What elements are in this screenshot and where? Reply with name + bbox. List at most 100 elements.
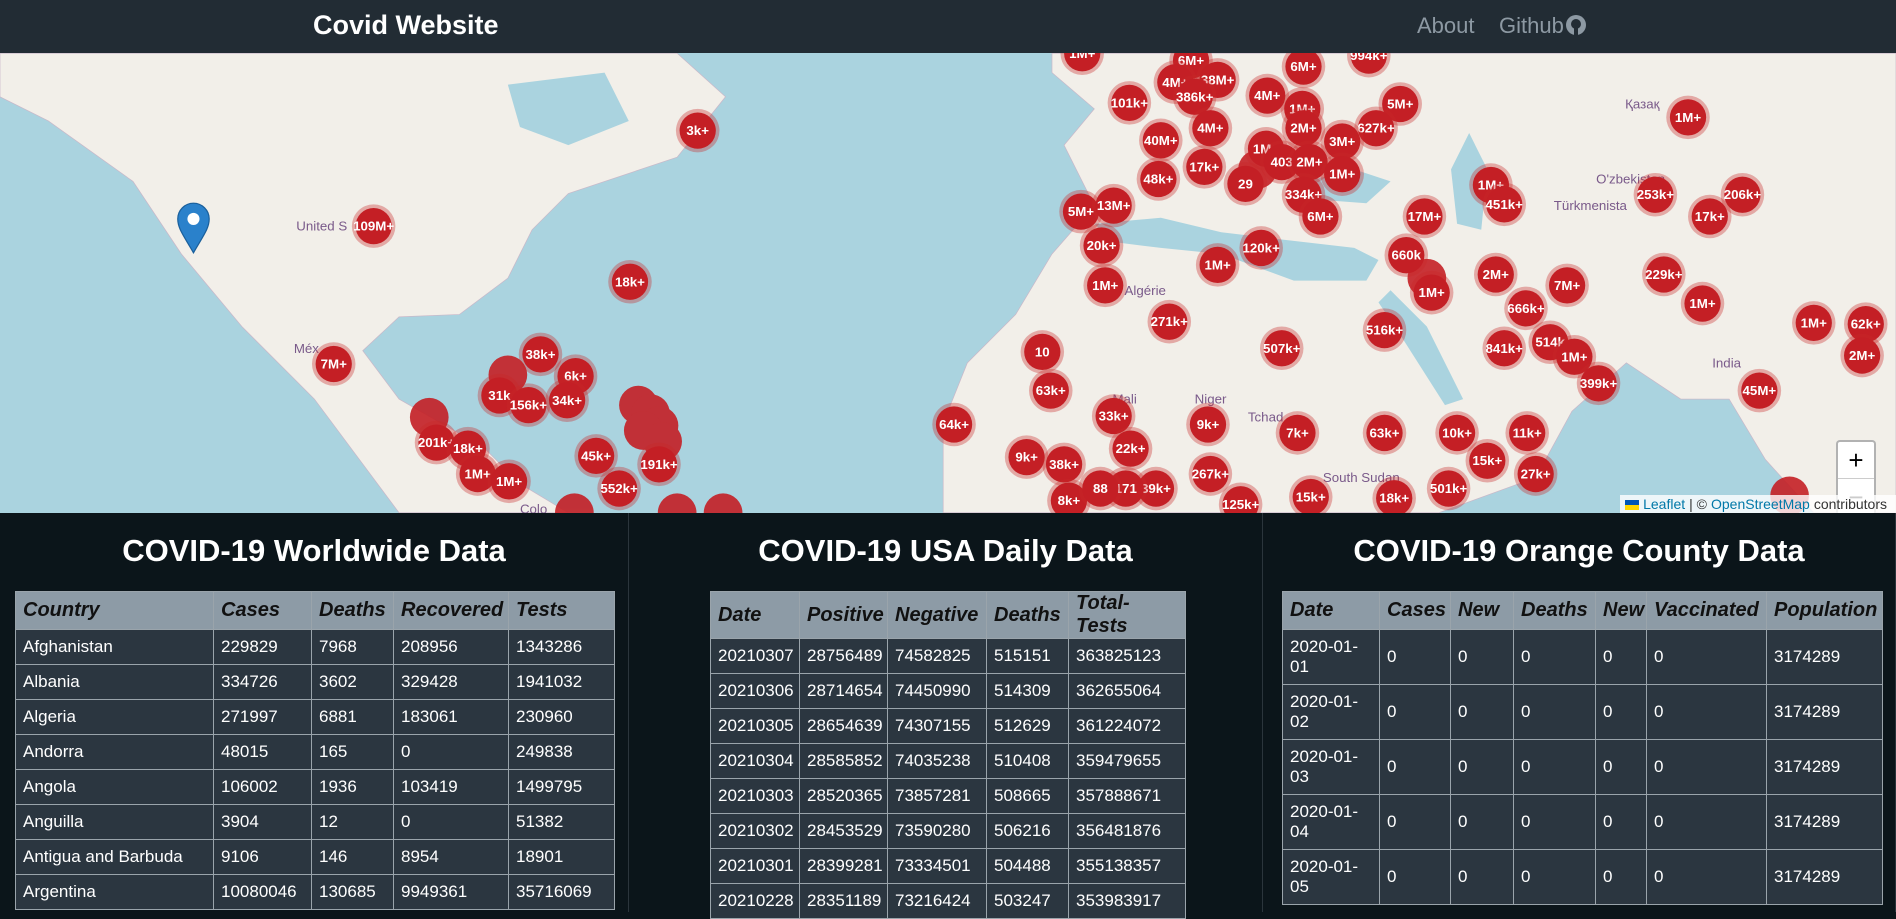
cluster[interactable]: 267k+: [1188, 452, 1233, 496]
column-header[interactable]: New: [1450, 591, 1514, 630]
marker-pin[interactable]: [177, 202, 210, 254]
cluster[interactable]: 201k+: [414, 420, 459, 465]
cluster[interactable]: 660k: [1384, 233, 1429, 277]
leaflet-link[interactable]: Leaflet: [1643, 496, 1686, 512]
cluster[interactable]: 88: [1078, 466, 1123, 511]
cluster[interactable]: 2M+: [1473, 252, 1518, 297]
cluster[interactable]: 5M+: [1378, 82, 1422, 126]
cluster[interactable]: 9k+: [1186, 402, 1230, 447]
cluster[interactable]: 27k+: [1513, 452, 1558, 496]
cluster[interactable]: 399k+: [1576, 361, 1621, 406]
column-header[interactable]: Tests: [508, 591, 615, 630]
cluster[interactable]: 109M+: [351, 204, 396, 248]
cluster[interactable]: 17M+: [1402, 194, 1447, 239]
cluster[interactable]: 501k+: [1426, 466, 1471, 511]
cluster[interactable]: 552k+: [597, 466, 641, 511]
cluster[interactable]: 507k+: [1259, 326, 1304, 371]
cluster[interactable]: 11k+: [1505, 411, 1549, 455]
cluster[interactable]: 4M+: [1188, 106, 1233, 150]
cluster[interactable]: 64k+: [932, 402, 976, 447]
cluster[interactable]: 1M+: [1195, 243, 1240, 287]
about-link[interactable]: About: [1417, 13, 1475, 38]
cluster[interactable]: 6M+: [1281, 53, 1326, 89]
cluster[interactable]: 33k+: [1091, 394, 1136, 438]
column-header[interactable]: Deaths: [311, 591, 394, 630]
cluster[interactable]: 171: [1103, 466, 1148, 511]
cluster[interactable]: 20k+: [1079, 223, 1124, 268]
column-header[interactable]: Cases: [1379, 591, 1451, 630]
cluster[interactable]: 841k+: [1482, 326, 1526, 371]
cluster[interactable]: 38k+: [1042, 442, 1086, 487]
cluster[interactable]: 451k+: [1482, 182, 1526, 227]
cluster[interactable]: 229k+: [1642, 252, 1686, 297]
cluster[interactable]: 191k+: [637, 442, 681, 487]
cluster[interactable]: 63k+: [1029, 368, 1073, 413]
cluster[interactable]: 994k+: [1347, 53, 1391, 78]
cluster[interactable]: 125k+: [1218, 482, 1263, 513]
cluster[interactable]: 2M+: [1287, 140, 1332, 184]
cluster[interactable]: 62k+: [1844, 302, 1888, 346]
cluster[interactable]: 1M+: [1060, 53, 1104, 76]
cluster[interactable]: 7k+: [1275, 411, 1320, 455]
cluster[interactable]: 15k+: [1465, 438, 1510, 483]
cluster[interactable]: 7M+: [311, 342, 356, 386]
cluster[interactable]: 45k+: [574, 434, 618, 478]
cluster[interactable]: 386k+: [1172, 75, 1217, 119]
zoom-in[interactable]: +: [1848, 445, 1864, 475]
cluster[interactable]: 1M+: [1320, 152, 1364, 196]
github-icon[interactable]: [1565, 14, 1587, 36]
cluster[interactable]: 45M+: [1737, 368, 1782, 413]
cluster[interactable]: 63k+: [1362, 411, 1407, 455]
cluster[interactable]: 4M+: [1245, 73, 1289, 118]
cluster[interactable]: 3k+: [675, 108, 720, 153]
cluster[interactable]: 9k+: [1004, 435, 1049, 479]
cluster[interactable]: 253k+: [1633, 172, 1678, 217]
cluster[interactable]: 8k+: [1047, 478, 1091, 513]
cluster[interactable]: 7M+: [1545, 263, 1589, 308]
column-header[interactable]: Cases: [213, 591, 312, 630]
cluster[interactable]: 206k+: [1720, 172, 1765, 217]
cluster[interactable]: 15k+: [1288, 475, 1333, 513]
cluster[interactable]: 10: [1020, 330, 1065, 374]
column-header[interactable]: New: [1595, 591, 1647, 630]
cluster[interactable]: 3M+: [1320, 119, 1364, 164]
cluster[interactable]: 17k+: [1182, 145, 1227, 189]
cluster[interactable]: 1M+: [1083, 263, 1127, 308]
cluster[interactable]: 271k+: [1147, 299, 1192, 344]
column-header[interactable]: Total-Tests: [1068, 591, 1186, 639]
cluster[interactable]: 40M+: [1139, 118, 1183, 163]
cluster[interactable]: 34k+: [545, 378, 589, 423]
cluster[interactable]: 156k+: [506, 383, 551, 427]
cluster[interactable]: 101k+: [1107, 81, 1152, 125]
column-header[interactable]: Country: [15, 591, 214, 630]
cluster[interactable]: 22k+: [1108, 426, 1153, 471]
cluster[interactable]: 666k+: [1504, 286, 1548, 331]
osm-link[interactable]: OpenStreetMap: [1711, 496, 1810, 512]
cluster[interactable]: 2M+: [1840, 333, 1884, 378]
cluster[interactable]: 1M+: [1666, 95, 1710, 140]
cluster[interactable]: 1M+: [1680, 281, 1725, 326]
cluster[interactable]: 38k+: [518, 332, 563, 377]
cluster[interactable]: 48k+: [1136, 157, 1181, 201]
cluster[interactable]: 1M+: [455, 452, 500, 496]
cluster[interactable]: 627k+: [1354, 106, 1398, 150]
cluster[interactable]: 10k+: [1435, 411, 1479, 455]
column-header[interactable]: Negative: [887, 591, 987, 639]
cluster[interactable]: 18k+: [1372, 476, 1416, 513]
column-header[interactable]: Population: [1766, 591, 1883, 630]
cluster[interactable]: 516k+: [1362, 308, 1407, 352]
cluster[interactable]: 31k: [477, 373, 522, 418]
column-header[interactable]: Recovered: [393, 591, 509, 630]
brand[interactable]: Covid Website: [313, 10, 499, 40]
cluster[interactable]: 1M+: [487, 459, 531, 504]
cluster[interactable]: 2M+: [1281, 106, 1326, 150]
column-header[interactable]: Deaths: [986, 591, 1069, 639]
github-link[interactable]: Github: [1499, 13, 1564, 38]
map[interactable]: United SMéxIndiaMaliNigerTchadSouth Suda…: [0, 53, 1896, 513]
column-header[interactable]: Deaths: [1513, 591, 1596, 630]
cluster[interactable]: 39k+: [1134, 466, 1178, 511]
column-header[interactable]: Date: [710, 591, 800, 639]
cluster[interactable]: 17k+: [1688, 194, 1732, 239]
cluster[interactable]: 1M+: [1552, 334, 1597, 379]
cluster[interactable]: 18k+: [608, 260, 652, 304]
